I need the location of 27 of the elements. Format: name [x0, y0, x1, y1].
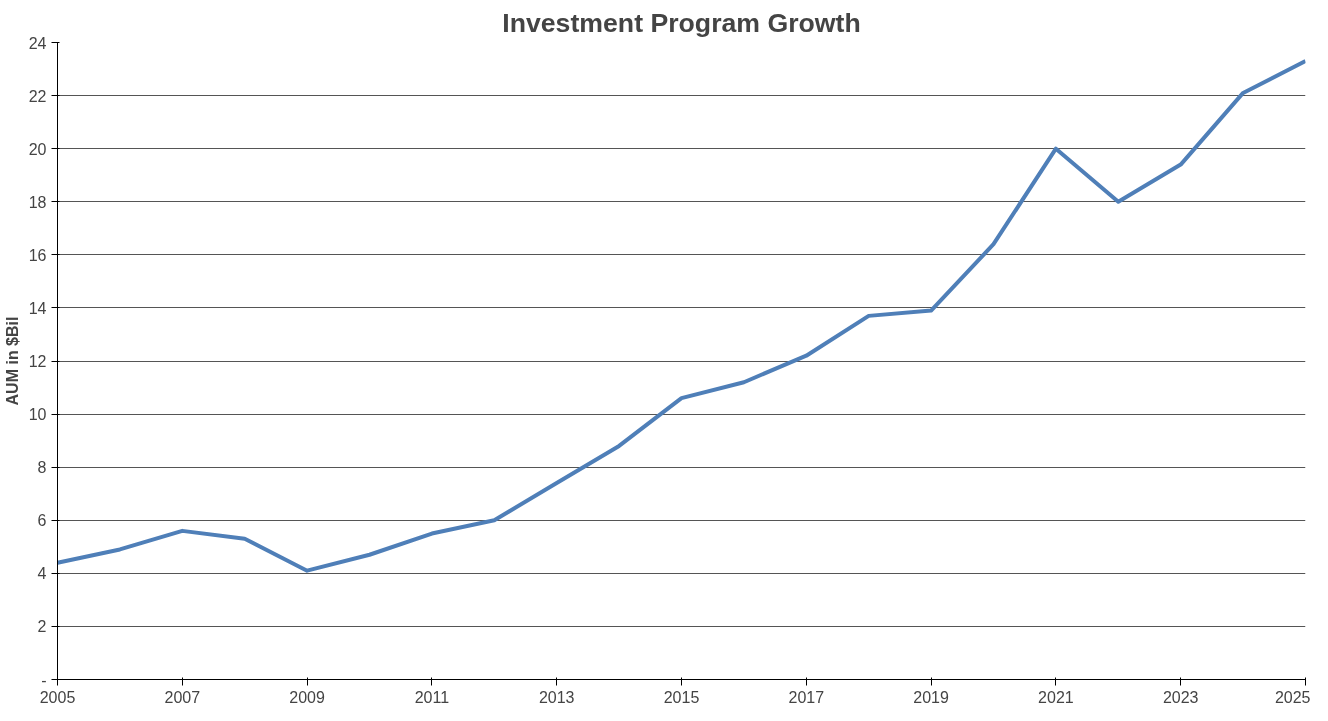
x-tick-label: 2019: [913, 688, 949, 706]
y-tick-label: -: [41, 671, 47, 689]
y-tick-label: 8: [37, 459, 47, 477]
line-series: [57, 59, 1306, 573]
y-axis-title: AUM in $Bil: [3, 316, 21, 406]
x-tick-label: 2017: [788, 688, 825, 706]
y-tick-label: 12: [28, 353, 47, 370]
x-tick-label: 2005: [39, 688, 76, 706]
y-tick-label: 18: [28, 193, 47, 211]
chart-title: Investment Program Growth: [502, 7, 861, 38]
y-tick-label: 16: [28, 246, 47, 264]
x-tick-label: 2021: [1038, 688, 1074, 706]
y-tick-label: 10: [28, 406, 47, 424]
y-tick-label: 20: [28, 140, 47, 158]
x-tick-label: 2025: [1274, 688, 1311, 706]
x-tick-label: 2023: [1162, 688, 1199, 706]
x-tick-label: 2009: [289, 688, 325, 706]
x-tick-label: 2007: [164, 688, 201, 706]
y-tick-label: 6: [37, 512, 47, 530]
x-tick-label: 2011: [414, 688, 450, 706]
x-tick-label: 2013: [538, 688, 575, 706]
y-tick-label: 2: [37, 618, 47, 636]
y-tick-label: 14: [28, 299, 47, 317]
x-tick-label: 2015: [663, 688, 700, 706]
y-tick-label: 24: [28, 34, 47, 52]
y-tick-label: 22: [28, 87, 47, 105]
y-tick-label: 4: [37, 565, 47, 583]
